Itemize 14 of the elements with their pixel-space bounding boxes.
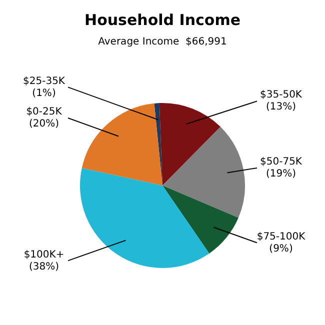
data-label: (9%) (269, 243, 293, 254)
data-label: (38%) (28, 261, 60, 272)
slice-label: $75-100K (256, 231, 306, 242)
slice-label: $50-75K (260, 156, 302, 168)
data-label: (19%) (266, 168, 296, 180)
slice-label: $100K+ (24, 249, 64, 260)
data-label: (20%) (28, 118, 60, 130)
slice-label: $35-50K (260, 90, 302, 101)
data-label: (1%) (32, 88, 56, 99)
slice-label: $0-25K (26, 106, 62, 118)
data-label: (13%) (266, 102, 296, 113)
chart-title: Household Income (84, 10, 240, 29)
chart-subtitle: Average Income $66,991 (98, 36, 227, 48)
slice-label: $25-35K (23, 76, 66, 87)
